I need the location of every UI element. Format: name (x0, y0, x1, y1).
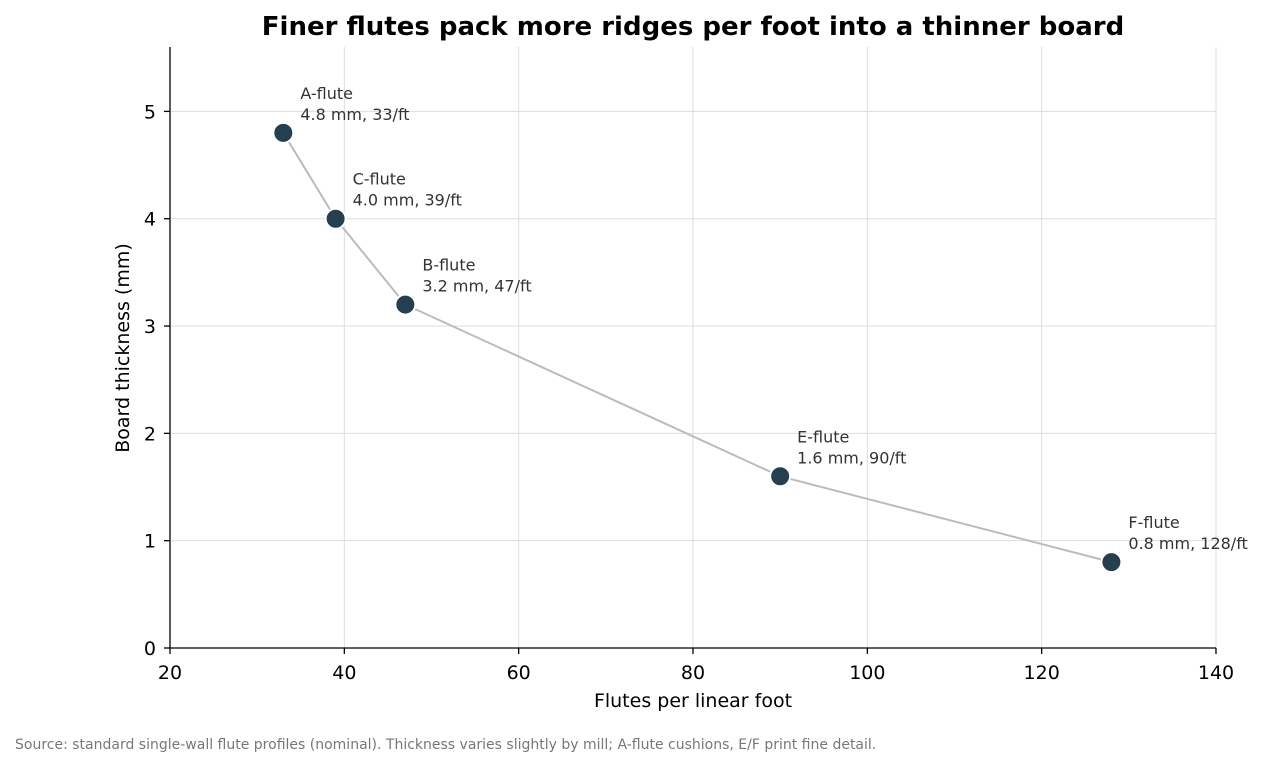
data-point-a-flute (272, 121, 295, 144)
point-value-label: 1.6 mm, 90/ft (797, 448, 906, 467)
point-value-label: 4.8 mm, 33/ft (300, 105, 409, 124)
point-value-label: 0.8 mm, 128/ft (1128, 534, 1247, 553)
data-points (272, 121, 1123, 574)
grid (169, 47, 1217, 648)
point-name-label: A-flute (300, 84, 353, 103)
x-tick-label: 120 (1024, 662, 1060, 684)
y-tick-label: 1 (144, 531, 156, 553)
data-point-e-flute (769, 465, 792, 488)
data-point-c-flute (324, 207, 347, 230)
x-tick-label: 100 (849, 662, 885, 684)
x-tick-label: 140 (1198, 662, 1234, 684)
data-point-b-flute (394, 293, 417, 316)
y-tick-label: 4 (144, 209, 156, 231)
x-axis-label: Flutes per linear foot (594, 690, 792, 712)
y-axis-label: Board thickness (mm) (112, 243, 134, 453)
data-point-f-flute (1100, 551, 1123, 574)
chart-title: Finer flutes pack more ridges per foot i… (262, 12, 1124, 42)
point-value-label: 3.2 mm, 47/ft (422, 277, 531, 296)
point-name-label: F-flute (1128, 513, 1179, 532)
y-tick-label: 5 (144, 101, 156, 123)
point-name-label: C-flute (353, 170, 406, 189)
x-tick-label: 40 (332, 662, 356, 684)
x-tick-label: 60 (507, 662, 531, 684)
point-name-label: E-flute (797, 427, 849, 446)
point-name-label: B-flute (422, 256, 475, 275)
point-value-label: 4.0 mm, 39/ft (353, 191, 462, 210)
x-tick-label: 20 (158, 662, 182, 684)
point-annotations: A-flute 4.8 mm, 33/ft C-flute 4.0 mm, 39/ft… (300, 84, 1248, 553)
source-note: Source: standard single-wall flute profi… (15, 737, 876, 753)
y-tick-label: 2 (144, 423, 156, 445)
ticks: 20 40 60 80 100 120 140 0 1 2 3 4 5 (144, 101, 1234, 684)
y-tick-label: 3 (144, 316, 156, 338)
y-tick-label: 0 (144, 638, 156, 660)
x-tick-label: 80 (681, 662, 705, 684)
